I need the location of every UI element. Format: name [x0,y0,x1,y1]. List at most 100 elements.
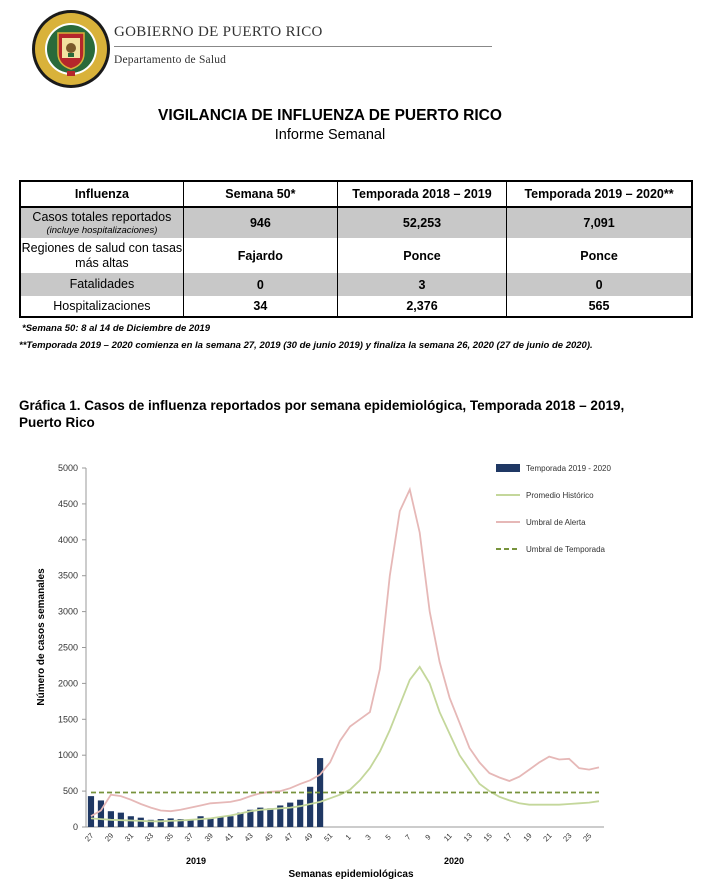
legend-label: Temporada 2019 - 2020 [526,464,612,473]
y-tick-label: 3000 [58,607,78,617]
year-label: 2019 [186,856,206,866]
y-tick-label: 2500 [58,643,78,653]
government-title: GOBIERNO DE PUERTO RICO [114,24,323,40]
table-cell: 34 [182,296,338,317]
x-tick-label: 13 [462,831,474,843]
row-label: Fatalidades [19,273,184,296]
row-label: Casos totales reportados (incluye hospit… [19,207,184,238]
table-cell: 565 [506,296,693,317]
data-bar [207,818,214,827]
summary-table: Influenza Semana 50* Temporada 2018 – 20… [19,180,693,318]
data-bar [87,796,95,827]
data-bar [267,808,274,827]
data-bar [177,819,184,827]
y-tick-label: 4000 [58,535,78,545]
table-cell: 0 [182,273,338,296]
table-cell: 946 [182,207,338,238]
government-seal-logo [32,10,110,88]
row-label: Regiones de salud con tasas más altas [19,238,184,273]
x-tick-label: 43 [242,831,254,843]
data-bar [97,800,105,827]
table-cell: Ponce [506,238,693,273]
table-header: Semana 50* [182,181,338,208]
y-tick-label: 1500 [58,714,78,724]
y-tick-label: 3500 [58,571,78,581]
x-tick-label: 41 [223,831,235,843]
legend-label: Umbral de Alerta [526,518,586,527]
y-tick-label: 0 [73,822,78,832]
data-bar [197,816,204,827]
x-tick-label: 47 [282,831,294,843]
header-divider [114,46,492,47]
x-tick-label: 9 [423,833,432,842]
x-tick-label: 19 [521,831,533,843]
alert-threshold-line [90,486,600,817]
data-bar [237,812,244,827]
table-cell: 2,376 [336,296,508,317]
y-tick-label: 1000 [58,750,78,760]
row-label: Hospitalizaciones [19,296,184,317]
table-header: Temporada 2019 – 2020** [506,181,693,208]
data-bar [217,816,224,827]
graph-title: Gráfica 1. Casos de influenza reportados… [19,398,625,430]
x-tick-label: 7 [403,833,412,842]
footnote-season: **Temporada 2019 – 2020 comienza en la s… [19,340,593,351]
x-tick-label: 45 [262,831,274,843]
table-cell: 7,091 [506,207,693,238]
data-bar [127,816,134,827]
y-tick-label: 500 [63,786,78,796]
x-tick-label: 5 [383,833,392,842]
x-tick-label: 21 [541,831,553,843]
legend-label: Promedio Histórico [526,491,594,500]
data-bar [187,819,194,827]
legend-label: Umbral de Temporada [526,545,606,554]
data-bar [147,819,154,827]
table-row: Regiones de salud con tasas más altas Fa… [19,238,693,273]
x-tick-label: 29 [103,831,115,843]
data-bar [247,809,254,827]
table-cell: Fajardo [182,238,338,273]
data-bar [167,818,174,827]
table-row: Fatalidades 0 3 0 [19,273,693,296]
table-row: Hospitalizaciones 34 2,376 565 [19,296,693,317]
x-tick-label: 1 [344,833,353,842]
data-bar [227,816,234,827]
table-header: Temporada 2018 – 2019 [336,181,508,208]
x-tick-label: 51 [322,831,334,843]
data-bar [307,786,314,827]
data-bar [277,805,284,827]
data-bar [297,799,304,827]
x-tick-label: 31 [123,831,135,843]
x-tick-label: 17 [501,831,513,843]
data-bar [137,817,144,827]
x-axis-title: Semanas epidemiológicas [288,869,413,880]
legend-swatch [496,464,520,472]
data-bar [157,819,164,827]
row-label-note: (incluye hospitalizaciones) [46,224,158,236]
x-tick-label: 25 [581,831,593,843]
x-tick-label: 37 [183,831,195,843]
table-header: Influenza [19,181,184,208]
x-tick-label: 49 [302,831,314,843]
influenza-chart: 0 500 1000 1500 2000 2500 3000 3500 4000 4500 5000… [36,463,612,880]
table-cell: 0 [506,273,693,296]
footnote-week: *Semana 50: 8 al 14 de Diciembre de 2019 [22,323,210,334]
y-tick-label: 2000 [58,678,78,688]
y-axis-title: Número de casos semanales [36,568,47,706]
data-bar [287,802,294,827]
x-tick-label: 3 [363,833,372,842]
table-cell: 52,253 [336,207,508,238]
x-tick-label: 39 [203,831,215,843]
y-tick-label: 4500 [58,499,78,509]
x-tick-label: 11 [442,831,454,843]
data-bar [257,807,264,827]
x-tick-label: 27 [83,831,95,843]
x-tick-label: 23 [561,831,573,843]
table-header-row: Influenza Semana 50* Temporada 2018 – 20… [19,181,693,208]
x-tick-label: 35 [163,831,175,843]
year-label: 2020 [444,856,464,866]
historic-average-line [90,665,600,823]
table-row: Casos totales reportados (incluye hospit… [19,207,693,238]
report-title: VIGILANCIA DE INFLUENZA DE PUERTO RICO [158,107,502,124]
x-tick-label: 33 [143,831,155,843]
